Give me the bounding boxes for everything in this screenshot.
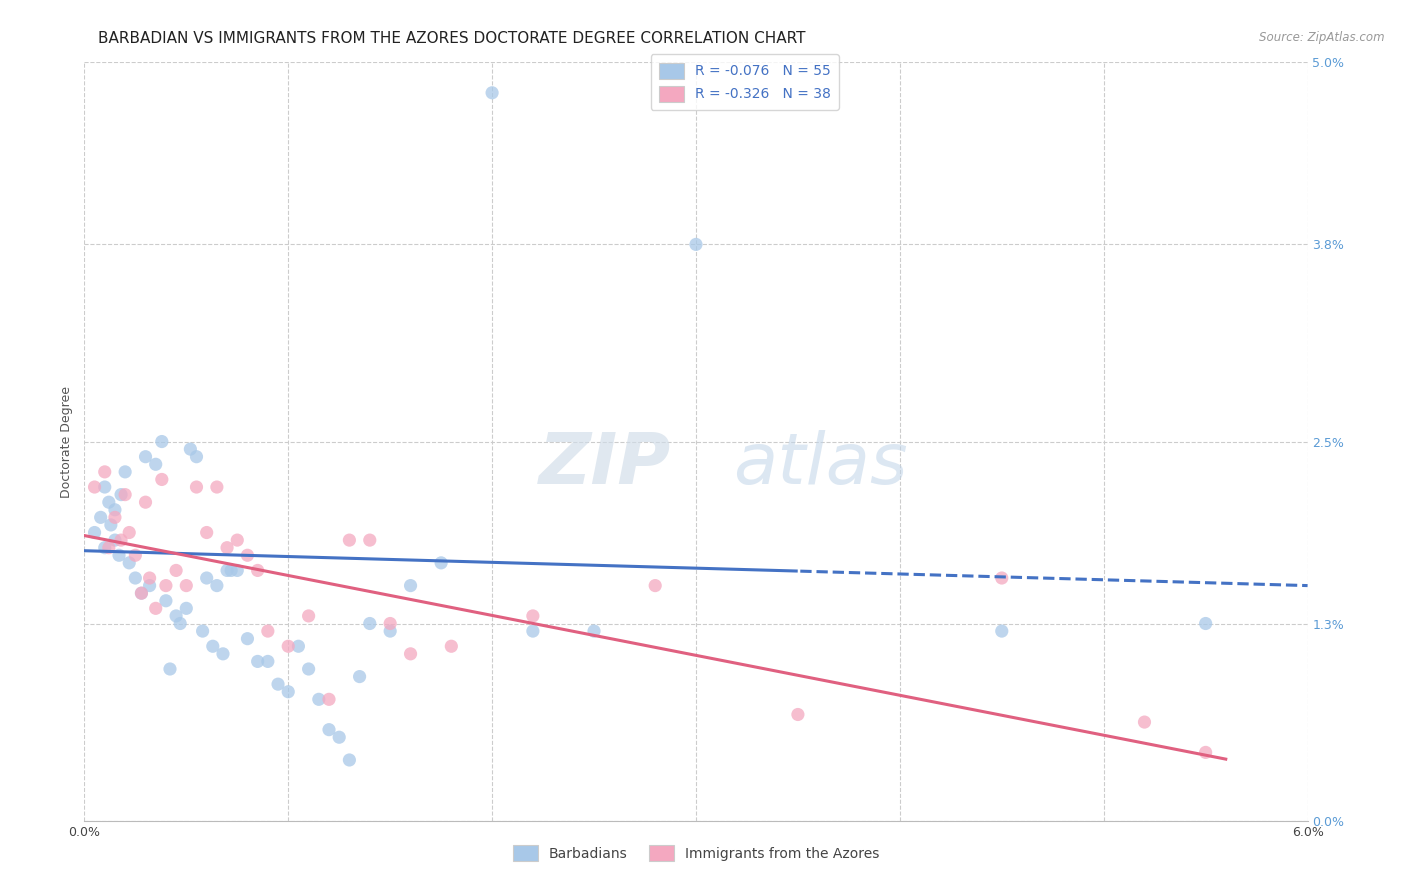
Point [349, 669, 371, 683]
Point [104, 533, 127, 547]
Point [104, 510, 127, 524]
Y-axis label: Doctorate Degree: Doctorate Degree [60, 385, 73, 498]
Point [339, 753, 361, 767]
Point [159, 662, 181, 676]
Point [318, 723, 340, 737]
Text: ZIP: ZIP [540, 430, 672, 499]
Point [318, 692, 340, 706]
Point [195, 525, 218, 540]
Point [174, 601, 197, 615]
Point [991, 624, 1014, 639]
Point [124, 548, 146, 563]
Point [583, 624, 606, 639]
Point [93, 480, 115, 494]
Point [83, 525, 105, 540]
Point [114, 487, 136, 501]
Point [236, 632, 259, 646]
Text: BARBADIAN VS IMMIGRANTS FROM THE AZORES DOCTORATE DEGREE CORRELATION CHART: BARBADIAN VS IMMIGRANTS FROM THE AZORES … [98, 31, 806, 46]
Point [104, 503, 127, 517]
Point [226, 564, 249, 578]
Point [165, 608, 187, 623]
Point [174, 579, 197, 593]
Point [108, 548, 131, 563]
Point [205, 480, 228, 494]
Point [277, 685, 299, 699]
Text: Source: ZipAtlas.com: Source: ZipAtlas.com [1260, 31, 1385, 45]
Point [308, 692, 330, 706]
Point [287, 639, 309, 653]
Point [787, 707, 810, 722]
Point [205, 579, 228, 593]
Point [138, 571, 160, 585]
Point [298, 608, 321, 623]
Point [145, 457, 167, 471]
Point [380, 624, 402, 639]
Point [118, 556, 141, 570]
Point [110, 533, 132, 547]
Point [100, 517, 122, 532]
Point [399, 579, 422, 593]
Point [150, 434, 173, 449]
Text: atlas: atlas [733, 430, 907, 499]
Point [93, 541, 115, 555]
Point [246, 564, 269, 578]
Point [186, 480, 208, 494]
Point [83, 480, 105, 494]
Point [131, 586, 153, 600]
Point [93, 465, 115, 479]
Point [124, 571, 146, 585]
Point [195, 571, 218, 585]
Point [138, 579, 160, 593]
Point [114, 465, 136, 479]
Point [145, 601, 167, 615]
Point [90, 510, 112, 524]
Point [110, 487, 132, 501]
Point [1195, 616, 1218, 631]
Point [1195, 746, 1218, 760]
Point [217, 541, 239, 555]
Point [440, 639, 463, 653]
Point [212, 647, 235, 661]
Point [685, 237, 707, 252]
Point [155, 594, 177, 608]
Point [328, 730, 350, 744]
Point [481, 86, 503, 100]
Point [131, 586, 153, 600]
Point [267, 677, 290, 691]
Point [165, 564, 187, 578]
Point [186, 450, 208, 464]
Legend: Barbadians, Immigrants from the Azores: Barbadians, Immigrants from the Azores [508, 839, 884, 867]
Point [135, 450, 157, 464]
Point [97, 495, 120, 509]
Point [339, 533, 361, 547]
Point [359, 616, 381, 631]
Point [257, 624, 280, 639]
Point [522, 608, 544, 623]
Point [257, 655, 280, 669]
Point [217, 564, 239, 578]
Point [236, 548, 259, 563]
Point [118, 525, 141, 540]
Point [97, 541, 120, 555]
Point [150, 473, 173, 487]
Point [201, 639, 224, 653]
Point [644, 579, 666, 593]
Point [135, 495, 157, 509]
Point [226, 533, 249, 547]
Point [399, 647, 422, 661]
Point [219, 564, 242, 578]
Point [179, 442, 201, 456]
Point [246, 655, 269, 669]
Point [191, 624, 214, 639]
Point [359, 533, 381, 547]
Point [1133, 715, 1156, 730]
Point [430, 556, 453, 570]
Point [522, 624, 544, 639]
Point [169, 616, 191, 631]
Point [298, 662, 321, 676]
Point [991, 571, 1014, 585]
Point [155, 579, 177, 593]
Point [380, 616, 402, 631]
Point [277, 639, 299, 653]
